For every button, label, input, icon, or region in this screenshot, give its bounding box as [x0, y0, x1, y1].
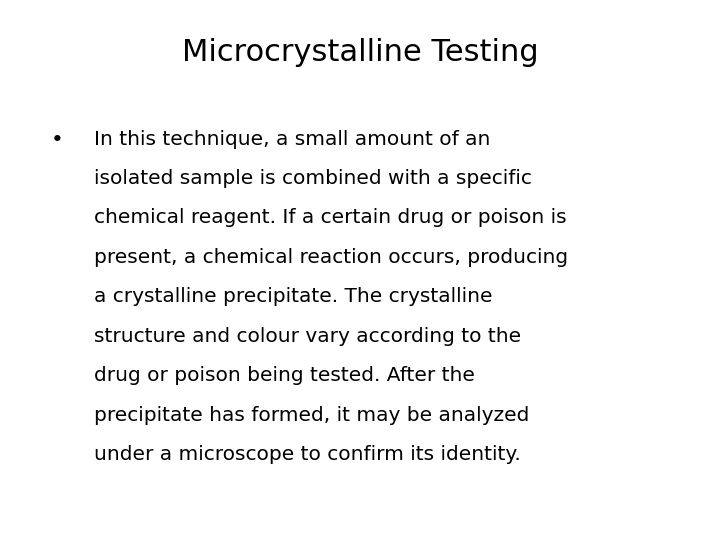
- Text: chemical reagent. If a certain drug or poison is: chemical reagent. If a certain drug or p…: [94, 208, 566, 227]
- Text: under a microscope to confirm its identity.: under a microscope to confirm its identi…: [94, 445, 521, 464]
- Text: present, a chemical reaction occurs, producing: present, a chemical reaction occurs, pro…: [94, 248, 568, 267]
- Text: In this technique, a small amount of an: In this technique, a small amount of an: [94, 130, 490, 148]
- Text: isolated sample is combined with a specific: isolated sample is combined with a speci…: [94, 169, 531, 188]
- Text: a crystalline precipitate. The crystalline: a crystalline precipitate. The crystalli…: [94, 287, 492, 306]
- Text: structure and colour vary according to the: structure and colour vary according to t…: [94, 327, 521, 346]
- Text: •: •: [50, 130, 63, 150]
- Text: Microcrystalline Testing: Microcrystalline Testing: [181, 38, 539, 67]
- Text: precipitate has formed, it may be analyzed: precipitate has formed, it may be analyz…: [94, 406, 529, 424]
- Text: drug or poison being tested. After the: drug or poison being tested. After the: [94, 366, 474, 385]
